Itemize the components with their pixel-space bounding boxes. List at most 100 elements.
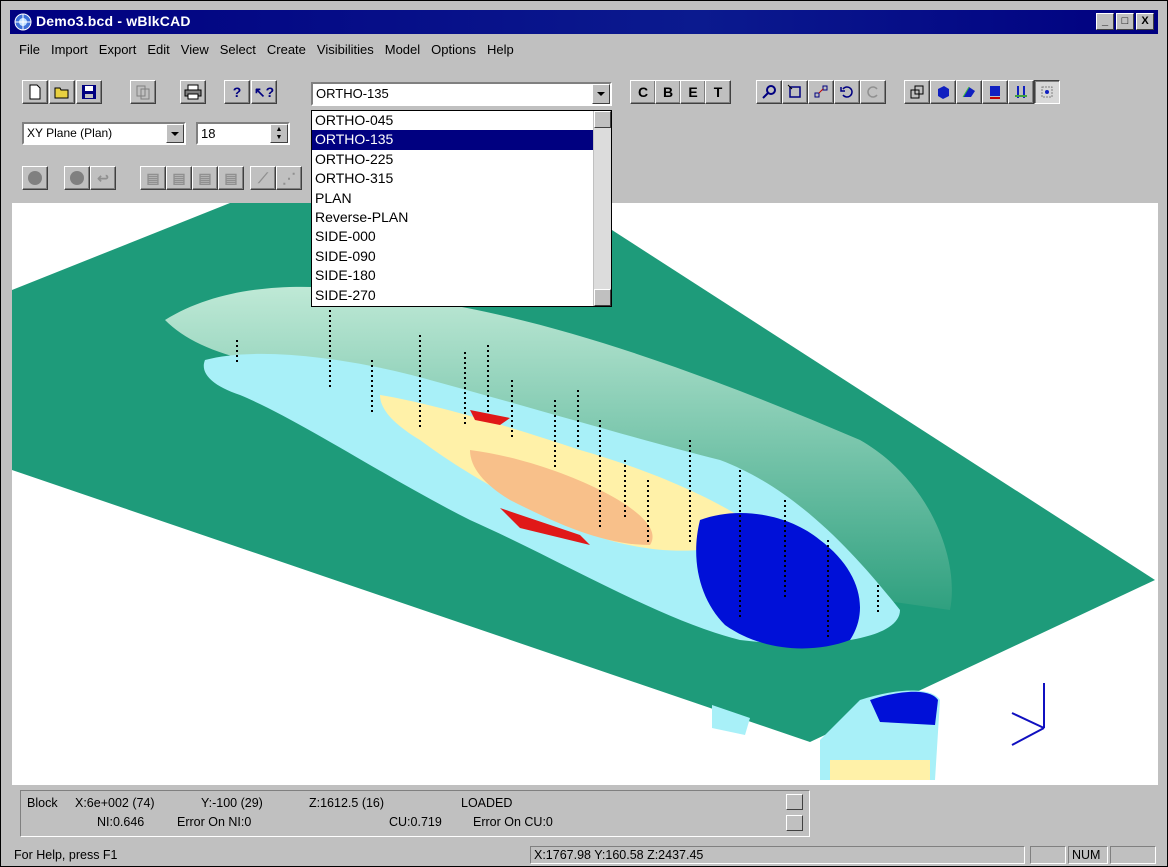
block-tool-4-button[interactable]: ▤ xyxy=(218,166,244,190)
menu-create[interactable]: Create xyxy=(266,41,306,57)
e-button[interactable]: E xyxy=(680,80,706,104)
dropdown-option-selected[interactable]: ORTHO-135 xyxy=(312,130,611,150)
view-dropdown-list[interactable]: ORTHO-045 ORTHO-135 ORTHO-225 ORTHO-315 … xyxy=(311,110,612,307)
menu-file[interactable]: File xyxy=(19,41,40,57)
dropdown-option[interactable]: ORTHO-315 xyxy=(315,170,394,187)
dropdown-option[interactable]: PLAN xyxy=(315,189,352,206)
dropdown-option[interactable]: SIDE-270 xyxy=(315,286,376,303)
dropdown-option[interactable]: ORTHO-045 xyxy=(315,112,394,128)
solid-button[interactable] xyxy=(930,80,956,104)
menu-visibilities[interactable]: Visibilities xyxy=(316,41,374,57)
block-icon: ▤ xyxy=(146,169,160,186)
menu-bar: File Import Export Edit View Select Crea… xyxy=(10,36,1158,62)
ni-error: Error On NI:0 xyxy=(177,815,252,829)
copy-button[interactable] xyxy=(130,80,156,104)
plane-combo[interactable]: XY Plane (Plan) xyxy=(22,122,186,145)
menu-export[interactable]: Export xyxy=(98,41,137,57)
menu-select[interactable]: Select xyxy=(219,41,256,57)
view-combo-arrow[interactable] xyxy=(592,84,610,104)
info-scroll-down[interactable] xyxy=(786,815,803,831)
undo-icon: ↩ xyxy=(97,169,109,186)
record-all-button[interactable] xyxy=(64,166,90,190)
title-bar[interactable]: Demo3.bcd - wBlkCAD _ □ X xyxy=(10,10,1158,34)
rotate-button[interactable] xyxy=(834,80,860,104)
spin-down-icon: ▼ xyxy=(275,133,283,141)
scroll-up-button[interactable] xyxy=(594,111,611,128)
plane-combo-arrow[interactable] xyxy=(166,124,184,143)
orebody-below-blue xyxy=(870,691,938,725)
select-box-button[interactable] xyxy=(782,80,808,104)
save-button[interactable] xyxy=(76,80,102,104)
level-spinner[interactable]: 18 ▲ ▼ xyxy=(196,122,290,145)
orebody-orange xyxy=(470,450,653,545)
menu-model[interactable]: Model xyxy=(384,41,421,57)
undo-record-button[interactable]: ↩ xyxy=(90,166,116,190)
dropdown-scrollbar[interactable] xyxy=(593,111,611,306)
open-button[interactable] xyxy=(49,80,75,104)
cu-error: Error On CU:0 xyxy=(473,815,553,829)
dropdown-option[interactable]: ORTHO-225 xyxy=(315,150,394,167)
c-button[interactable]: C xyxy=(630,80,656,104)
info-scroll-up[interactable] xyxy=(786,794,803,810)
orebody-yellow xyxy=(380,395,760,551)
3d-view-button[interactable] xyxy=(904,80,930,104)
new-button[interactable] xyxy=(22,80,48,104)
t-button[interactable]: T xyxy=(705,80,731,104)
drillhole-icon xyxy=(1015,86,1027,98)
redo-button[interactable] xyxy=(860,80,886,104)
menu-edit[interactable]: Edit xyxy=(147,41,170,57)
block-y: Y:-100 (29) xyxy=(201,796,263,810)
block-tool-1-button[interactable]: ▤ xyxy=(140,166,166,190)
help-button[interactable]: ? xyxy=(224,80,250,104)
copy-icon xyxy=(136,85,150,100)
zoom-button[interactable] xyxy=(756,80,782,104)
surface-button[interactable] xyxy=(956,80,982,104)
minimize-button[interactable]: _ xyxy=(1096,13,1114,30)
orebody-red xyxy=(500,508,590,545)
move-icon xyxy=(814,85,828,98)
block-tool-2-button[interactable]: ▤ xyxy=(166,166,192,190)
section-button[interactable] xyxy=(982,80,1008,104)
record-button[interactable] xyxy=(22,166,48,190)
surface-icon xyxy=(962,86,975,98)
scroll-down-button[interactable] xyxy=(594,289,611,306)
dropdown-option[interactable]: SIDE-000 xyxy=(315,228,376,245)
line-icon: ⟋ xyxy=(258,169,268,186)
chevron-down-icon xyxy=(171,131,179,136)
close-button[interactable]: X xyxy=(1136,13,1154,30)
model-render xyxy=(12,203,1155,780)
render-button[interactable] xyxy=(1034,80,1060,104)
line-tool-button[interactable]: ⟋ xyxy=(250,166,276,190)
menu-help[interactable]: Help xyxy=(486,41,514,57)
level-spinner-arrows[interactable]: ▲ ▼ xyxy=(270,124,288,143)
menu-options[interactable]: Options xyxy=(431,41,476,57)
num-indicator: NUM xyxy=(1068,846,1108,864)
point-tool-button[interactable]: ⋰ xyxy=(276,166,302,190)
cursor-coords: X:1767.98 Y:160.58 Z:2437.45 xyxy=(530,846,1025,864)
block-x: X:6e+002 (74) xyxy=(75,796,155,810)
save-icon xyxy=(82,85,96,99)
block-tool-3-button[interactable]: ▤ xyxy=(192,166,218,190)
move-button[interactable] xyxy=(808,80,834,104)
orebody-red xyxy=(470,410,510,425)
dropdown-option[interactable]: SIDE-180 xyxy=(315,267,376,284)
drillhole-button[interactable] xyxy=(1008,80,1034,104)
solid-icon xyxy=(938,86,949,99)
section-icon xyxy=(990,86,1000,99)
axis-indicator-icon xyxy=(1011,683,1045,746)
render-icon xyxy=(1041,86,1053,98)
print-button[interactable] xyxy=(180,80,206,104)
drillholes xyxy=(236,310,879,750)
3d-view-icon xyxy=(910,85,924,99)
cu-value: CU:0.719 xyxy=(389,815,442,829)
menu-import[interactable]: Import xyxy=(50,41,88,57)
context-help-icon: ↖? xyxy=(253,83,275,100)
dropdown-option[interactable]: Reverse-PLAN xyxy=(315,208,409,225)
b-button[interactable]: B xyxy=(655,80,681,104)
menu-view[interactable]: View xyxy=(180,41,209,57)
context-help-button[interactable]: ↖? xyxy=(251,80,277,104)
view-combo[interactable]: ORTHO-135 xyxy=(311,82,612,106)
maximize-button[interactable]: □ xyxy=(1116,13,1134,30)
dropdown-option[interactable]: SIDE-090 xyxy=(315,247,376,264)
model-viewport[interactable] xyxy=(12,203,1158,785)
